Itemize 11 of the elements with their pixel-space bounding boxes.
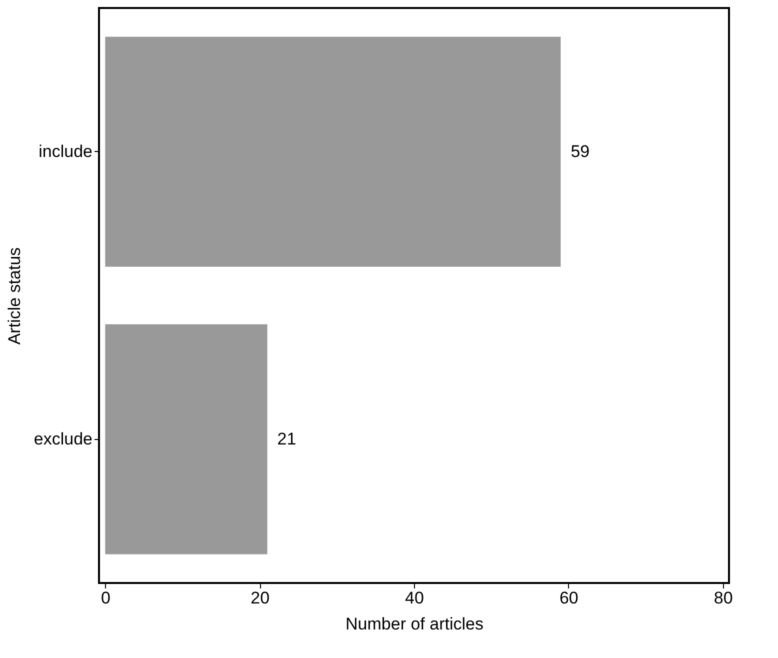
data-label: 21 <box>277 429 296 448</box>
x-tick-label: 80 <box>714 588 733 608</box>
x-tick-label: 60 <box>559 588 578 608</box>
data-label: 59 <box>570 142 590 161</box>
x-tick-label: 0 <box>100 588 110 608</box>
y-axis-title: Article status <box>4 247 24 345</box>
x-tick-label: 40 <box>405 588 424 608</box>
y-tick-label: include <box>38 142 92 161</box>
x-tick-label: 20 <box>250 588 270 608</box>
x-axis-title: Number of articles <box>346 614 484 634</box>
y-tick-label: exclude <box>34 429 92 448</box>
